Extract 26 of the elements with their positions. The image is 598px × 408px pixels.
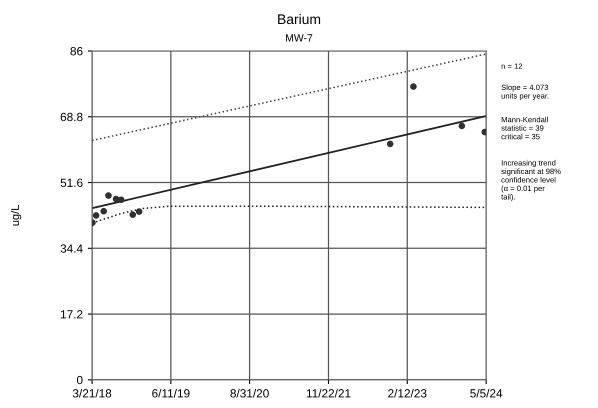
- point: [458, 122, 466, 130]
- x-tick-label: 3/21/18: [72, 388, 112, 398]
- y-tick-label: 17.2: [60, 310, 82, 318]
- y-tick-label: 51.6: [60, 178, 83, 187]
- point: [100, 208, 108, 215]
- y-axis-title: ug/L: [10, 204, 22, 226]
- point: [112, 196, 120, 202]
- point: [92, 212, 100, 219]
- x-tick-label: 8/31/20: [230, 388, 269, 398]
- y-tick-label: 68.8: [60, 112, 83, 122]
- x-tick-label: 6/11/19: [152, 388, 190, 398]
- point: [410, 83, 417, 90]
- y-tick-label: 34.4: [60, 244, 83, 253]
- x-tick-label: 5/5/24: [470, 388, 502, 398]
- chart-title: Barium: [278, 14, 320, 24]
- chart-subtitle: MW-7: [286, 34, 312, 42]
- point: [136, 208, 142, 215]
- y-tick-label: 0: [76, 376, 83, 384]
- point: [386, 140, 394, 148]
- x-tick-label: 11/22/21: [306, 388, 350, 398]
- y-tick-label: 86: [70, 47, 83, 56]
- point: [105, 192, 112, 199]
- x-tick-label: 2/12/23: [388, 388, 426, 398]
- point: [118, 196, 124, 204]
- point: [129, 211, 136, 218]
- point: [481, 128, 486, 136]
